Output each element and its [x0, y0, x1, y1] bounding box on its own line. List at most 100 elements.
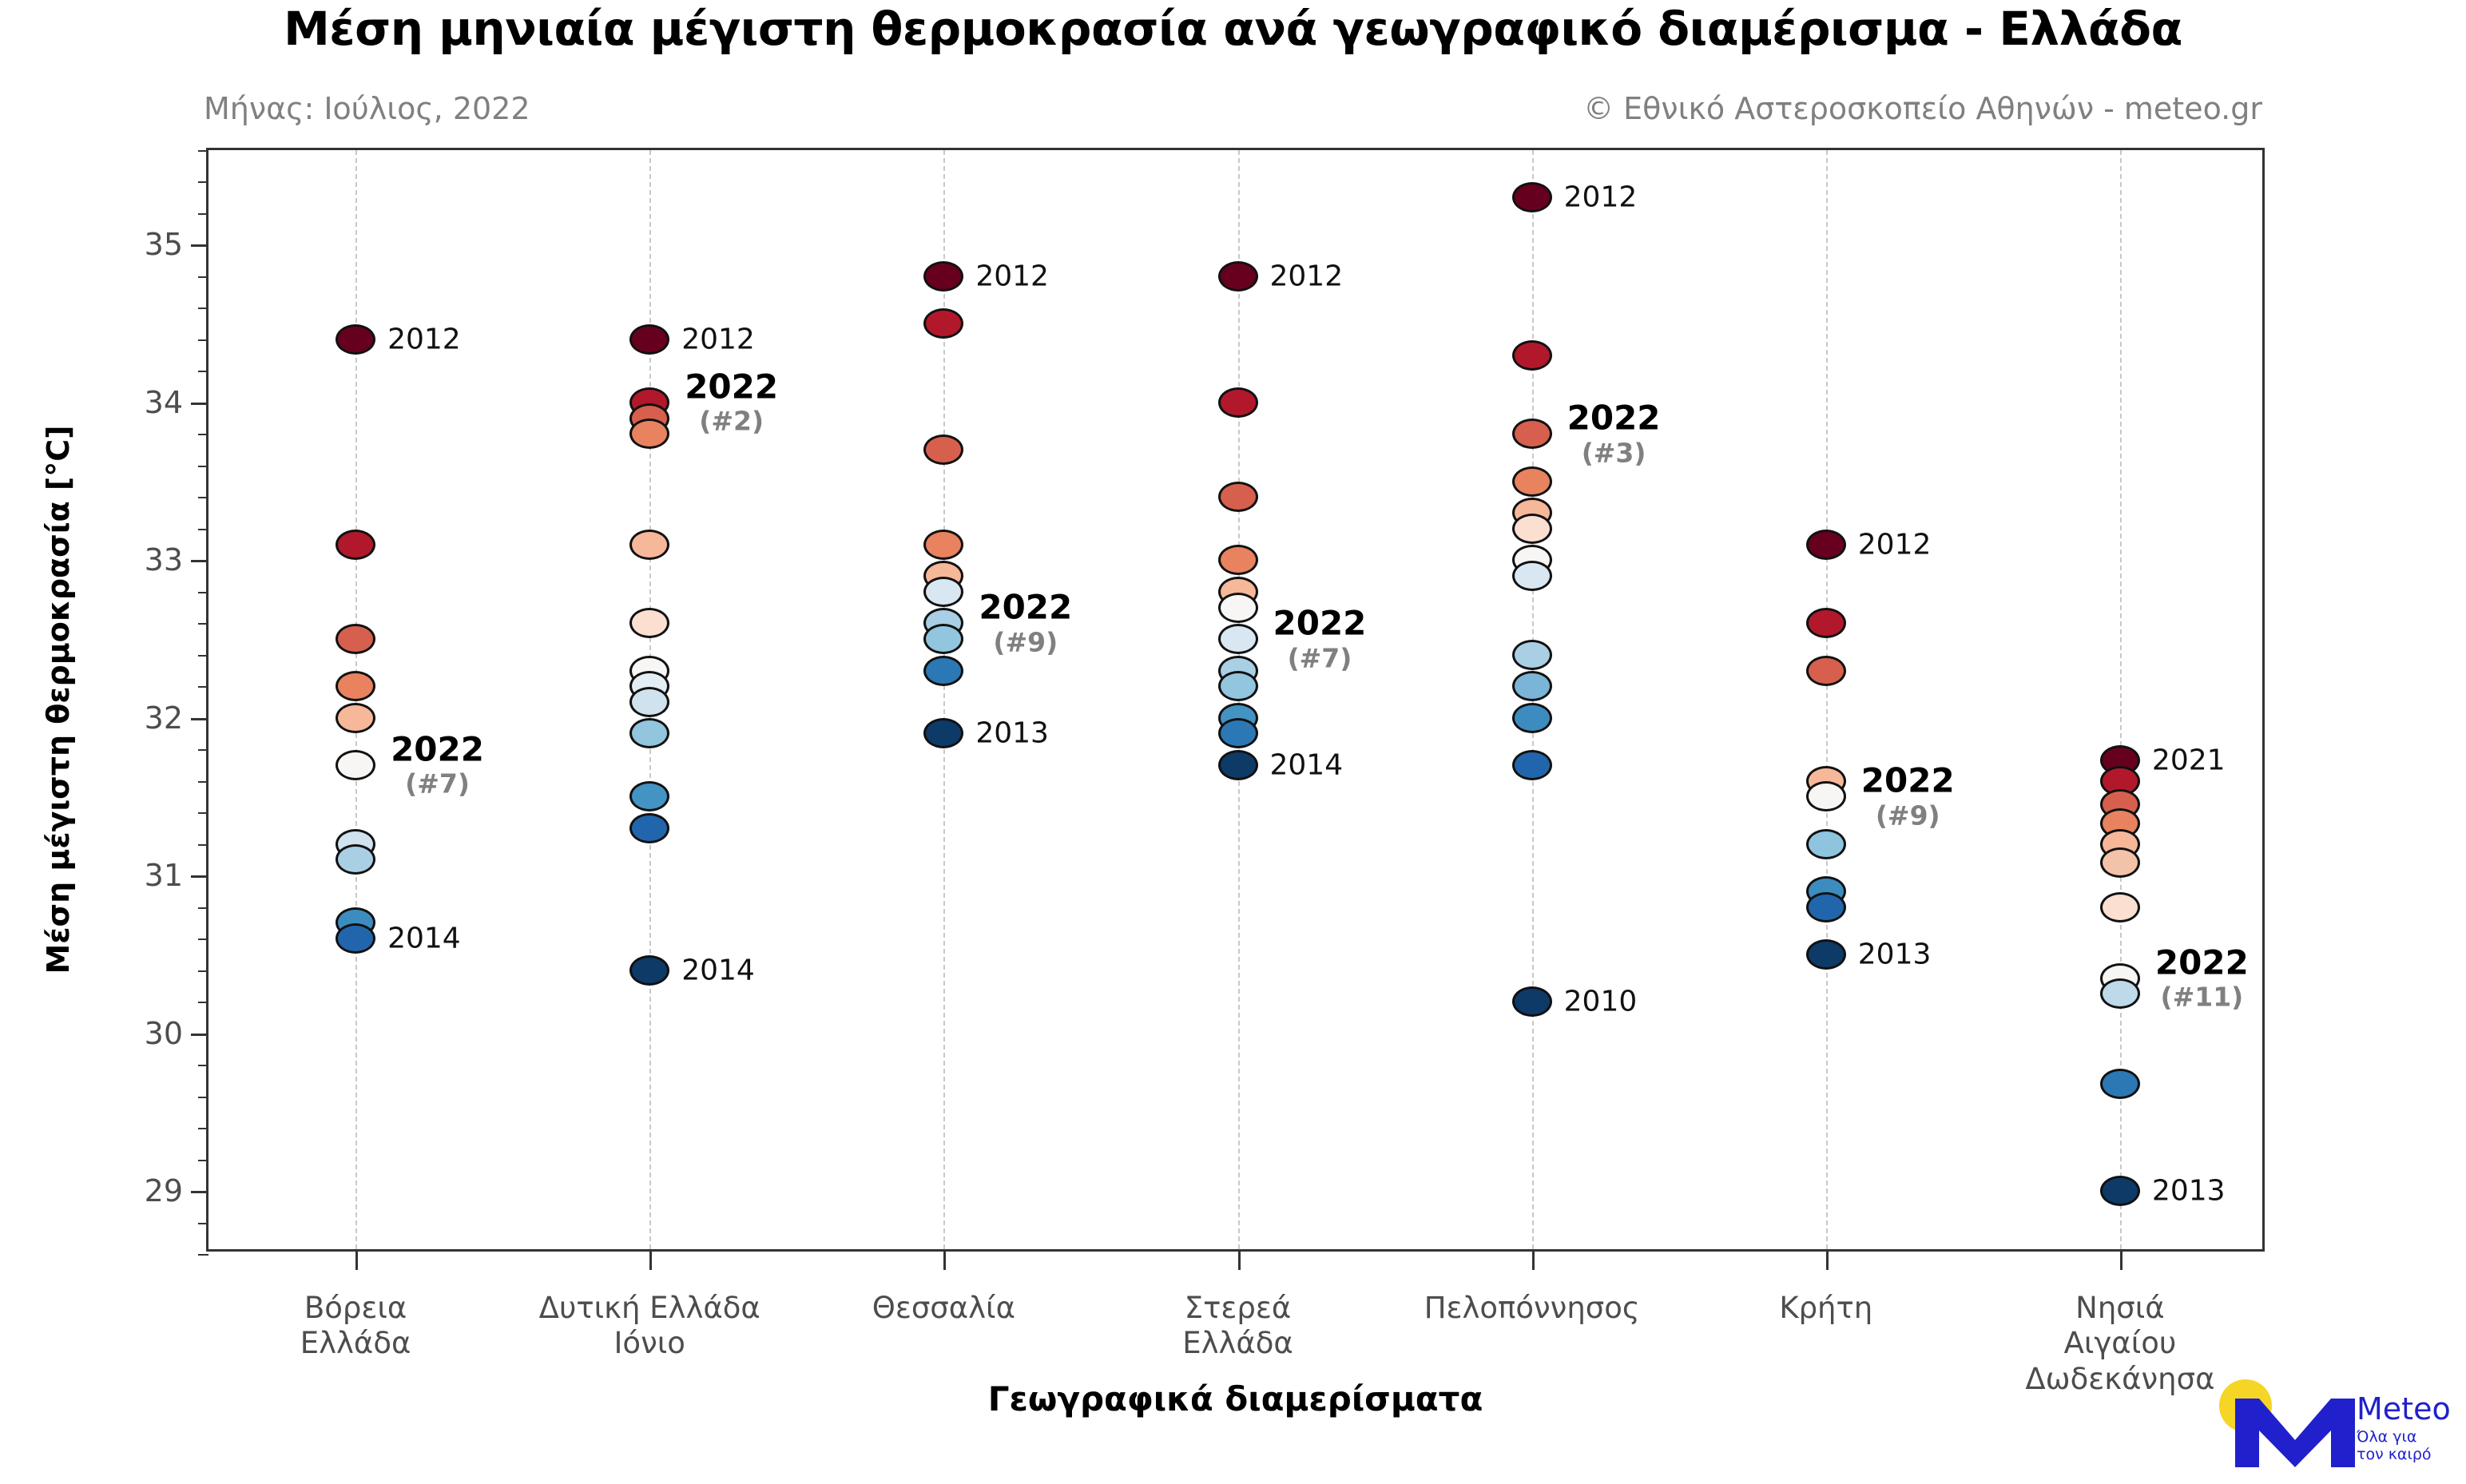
data-point[interactable] — [336, 844, 376, 875]
data-point[interactable] — [1217, 671, 1258, 702]
annotation-rank-label: (#9) — [993, 626, 1058, 658]
data-point[interactable] — [1217, 387, 1258, 418]
x-axis-tick — [1531, 1249, 1535, 1270]
data-point[interactable] — [923, 718, 964, 749]
x-axis-tick — [1825, 1249, 1829, 1270]
x-gridline — [2119, 150, 2122, 1249]
data-point[interactable] — [1805, 608, 1846, 639]
data-point[interactable] — [629, 529, 670, 560]
data-point[interactable] — [336, 529, 376, 560]
y-axis-tick-label: 34 — [144, 384, 183, 420]
data-point[interactable] — [2099, 1176, 2140, 1207]
data-point[interactable] — [1511, 639, 1552, 670]
data-point[interactable] — [2099, 1068, 2140, 1099]
data-point[interactable] — [1511, 182, 1552, 213]
annotation-2022: 2022 (#9) — [1860, 760, 1955, 830]
data-point[interactable] — [923, 529, 964, 560]
y-axis-minor-tick — [198, 591, 208, 593]
data-point[interactable] — [923, 434, 964, 466]
y-axis-minor-tick — [198, 654, 208, 657]
y-axis-tick — [191, 875, 208, 879]
data-point[interactable] — [923, 576, 964, 607]
data-point[interactable] — [1217, 718, 1258, 749]
data-point[interactable] — [1217, 749, 1258, 780]
data-point[interactable] — [923, 260, 964, 292]
data-point[interactable] — [1511, 466, 1552, 497]
data-point[interactable] — [1511, 419, 1552, 450]
data-point[interactable] — [1805, 781, 1846, 812]
data-point[interactable] — [336, 624, 376, 655]
data-point[interactable] — [629, 687, 670, 717]
annotation-2022: 2022 (#2) — [685, 369, 778, 435]
data-point[interactable] — [1805, 891, 1846, 923]
y-axis-minor-tick — [198, 1254, 208, 1256]
data-point[interactable] — [336, 749, 376, 780]
x-axis-tick — [1237, 1249, 1241, 1270]
data-point[interactable] — [923, 624, 964, 655]
data-point[interactable] — [2099, 847, 2140, 879]
data-point[interactable] — [1511, 702, 1552, 733]
x-axis-tick-label: Βόρεια Ελλάδα — [300, 1291, 411, 1361]
y-axis-minor-tick — [198, 686, 208, 688]
chart-subtitle-month: Μήνας: Ιούλιος, 2022 — [204, 91, 530, 126]
y-axis-minor-tick — [198, 497, 208, 499]
data-point[interactable] — [1511, 561, 1552, 592]
data-point[interactable] — [629, 718, 670, 749]
data-point[interactable] — [1217, 592, 1258, 623]
data-point[interactable] — [1511, 749, 1552, 780]
y-axis-minor-tick — [198, 339, 208, 341]
data-point[interactable] — [629, 954, 670, 986]
y-axis-minor-tick — [198, 150, 208, 152]
y-axis-tick — [191, 560, 208, 563]
data-point[interactable] — [1511, 671, 1552, 702]
annotation-year-label: 2012 — [1857, 528, 1932, 561]
y-axis-minor-tick — [198, 1222, 208, 1224]
annotation-year-label: 2022 — [1860, 760, 1955, 800]
data-point[interactable] — [629, 812, 670, 843]
annotation-year-label: 2022 — [2154, 942, 2249, 982]
annotation-year-label: 2012 — [975, 260, 1049, 293]
data-point[interactable] — [1217, 545, 1258, 576]
meteo-logo: Meteo Όλα για τον καιρό — [2205, 1370, 2460, 1474]
data-point[interactable] — [1805, 529, 1846, 560]
annotation-year-label: 2014 — [681, 954, 755, 987]
data-point[interactable] — [1217, 624, 1258, 655]
data-point[interactable] — [1217, 482, 1258, 513]
data-point[interactable] — [336, 923, 376, 954]
logo-tagline-line2: τον καιρό — [2357, 1445, 2432, 1463]
data-point[interactable] — [2099, 891, 2140, 923]
data-point[interactable] — [2099, 978, 2140, 1010]
y-axis-minor-tick — [198, 465, 208, 467]
data-point[interactable] — [1805, 655, 1846, 686]
x-gridline — [943, 150, 946, 1249]
y-axis-minor-tick — [198, 1002, 208, 1004]
y-axis-tick-label: 31 — [144, 858, 183, 894]
y-axis-minor-tick — [198, 276, 208, 278]
data-point[interactable] — [923, 308, 964, 339]
annotation-2022: 2022 (#7) — [1273, 605, 1367, 672]
y-axis-minor-tick — [198, 1065, 208, 1067]
data-point[interactable] — [336, 323, 376, 355]
data-point[interactable] — [629, 608, 670, 639]
data-point[interactable] — [923, 655, 964, 686]
data-point[interactable] — [336, 702, 376, 733]
page-title: Μέση μηνιαία μέγιστη θερμοκρασία ανά γεω… — [284, 2, 2182, 56]
m-glyph-icon — [2235, 1399, 2355, 1467]
data-point[interactable] — [629, 781, 670, 812]
data-point[interactable] — [1511, 986, 1552, 1018]
data-point[interactable] — [1805, 938, 1846, 970]
data-point[interactable] — [1217, 260, 1258, 292]
data-point[interactable] — [1805, 828, 1846, 859]
y-axis-tick-label: 29 — [144, 1173, 183, 1209]
annotation-rank-label: (#11) — [2160, 981, 2244, 1013]
logo-tagline-line1: Όλα για — [2357, 1428, 2417, 1446]
data-point[interactable] — [629, 323, 670, 355]
annotation-year-label: 2014 — [1269, 748, 1344, 782]
data-point[interactable] — [629, 419, 670, 450]
data-point[interactable] — [336, 671, 376, 702]
data-point[interactable] — [1511, 339, 1552, 371]
data-point[interactable] — [1511, 513, 1552, 544]
annotation-year-label: 2021 — [2151, 744, 2226, 777]
y-axis-tick — [191, 717, 208, 720]
